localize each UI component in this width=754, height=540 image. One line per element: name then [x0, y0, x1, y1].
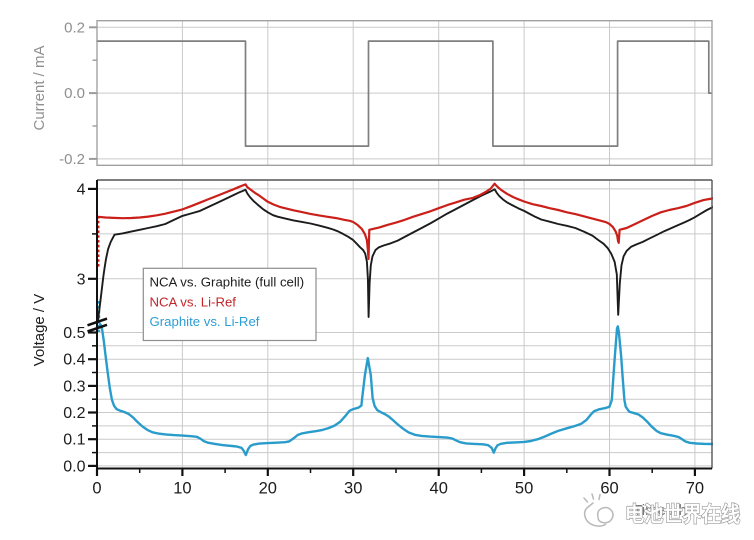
svg-text:NCA vs. Graphite (full cell): NCA vs. Graphite (full cell) — [150, 275, 305, 290]
svg-text:0.5: 0.5 — [63, 325, 85, 342]
svg-text:0.3: 0.3 — [63, 378, 85, 395]
svg-text:0.2: 0.2 — [63, 405, 85, 422]
svg-text:Current / mA: Current / mA — [31, 45, 48, 130]
svg-text:Voltage / V: Voltage / V — [31, 294, 48, 367]
svg-text:30: 30 — [344, 479, 362, 497]
svg-text:0.1: 0.1 — [63, 432, 85, 449]
svg-text:20: 20 — [259, 479, 277, 497]
svg-text:-0.2: -0.2 — [59, 151, 85, 168]
svg-text:0: 0 — [92, 479, 101, 497]
svg-text:0.0: 0.0 — [64, 85, 85, 102]
svg-text:70: 70 — [686, 479, 704, 497]
svg-text:0.0: 0.0 — [63, 458, 85, 475]
svg-text:10: 10 — [173, 479, 191, 497]
svg-text:0.2: 0.2 — [64, 19, 85, 36]
svg-text:电池世界在线: 电池世界在线 — [625, 503, 740, 527]
svg-text:3: 3 — [77, 271, 86, 288]
svg-text:Time / h: Time / h — [633, 502, 687, 519]
svg-text:NCA vs. Li-Ref: NCA vs. Li-Ref — [150, 294, 237, 309]
svg-text:50: 50 — [515, 479, 533, 497]
svg-text:0.4: 0.4 — [63, 352, 85, 369]
svg-text:4: 4 — [77, 181, 86, 198]
svg-text:Graphite vs. Li-Ref: Graphite vs. Li-Ref — [150, 314, 260, 329]
svg-text:40: 40 — [430, 479, 448, 497]
svg-text:60: 60 — [600, 479, 618, 497]
